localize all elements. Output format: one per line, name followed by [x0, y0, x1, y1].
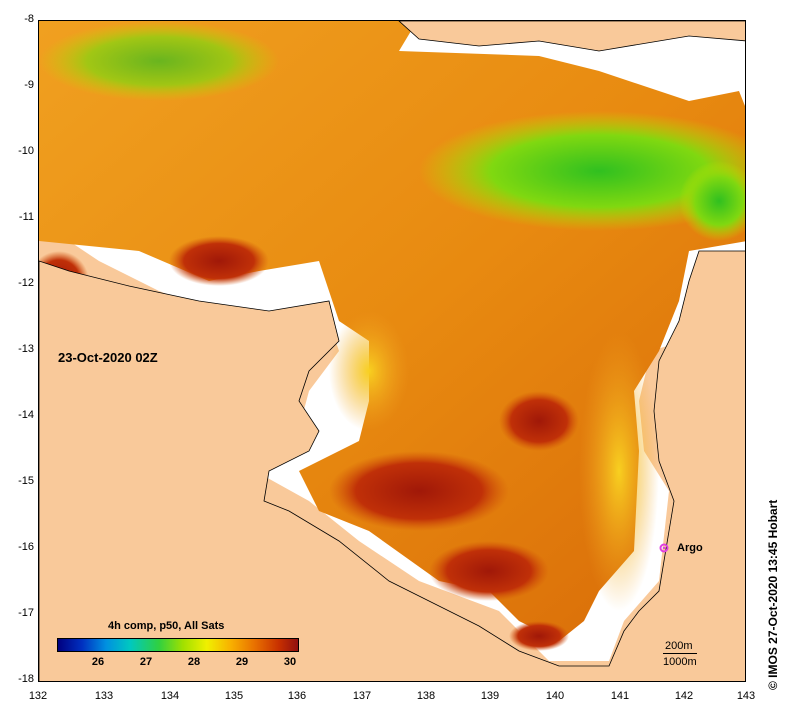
- contour-1000m-label: 1000m: [663, 656, 697, 668]
- yellow-band-east: [579, 331, 659, 611]
- lon-tick: 132: [28, 690, 48, 702]
- lat-tick: -10: [18, 145, 34, 157]
- contour-200m-label: 200m: [665, 640, 693, 652]
- hot-patch-tip: [509, 621, 569, 651]
- colorbar-label: 29: [235, 656, 249, 668]
- lon-tick: 134: [160, 690, 180, 702]
- colorbar-label: 27: [139, 656, 153, 668]
- hot-patch-northwest: [169, 236, 269, 286]
- map-canvas: [39, 21, 745, 681]
- lon-tick: 143: [736, 690, 756, 702]
- lon-tick: 135: [224, 690, 244, 702]
- lat-tick: -12: [18, 277, 34, 289]
- lat-tick: -16: [18, 541, 34, 553]
- colorbar-label: 28: [187, 656, 201, 668]
- yellow-band-west: [329, 311, 409, 431]
- cape-york-and-arnhem-land: [39, 250, 745, 681]
- cool-water-patch: [419, 111, 745, 231]
- legend-title: 4h comp, p50, All Sats: [108, 620, 225, 632]
- lon-tick: 133: [94, 690, 114, 702]
- lat-tick: -8: [24, 13, 34, 25]
- lat-tick: -13: [18, 343, 34, 355]
- hot-patch-center: [499, 391, 579, 451]
- lon-tick: 139: [480, 690, 500, 702]
- date-label: 23-Oct-2020 02Z: [58, 350, 158, 365]
- lon-tick: 140: [545, 690, 565, 702]
- contour-legend-line: [663, 653, 697, 654]
- colorbar-label: 26: [91, 656, 105, 668]
- lat-tick: -9: [24, 79, 34, 91]
- sst-map: [38, 20, 746, 682]
- hot-patch-south: [329, 451, 509, 531]
- argo-label: Argo: [677, 542, 703, 554]
- lat-tick: -15: [18, 475, 34, 487]
- credit-text: © IMOS 27-Oct-2020 13:45 Hobart: [766, 499, 780, 690]
- lon-tick: 142: [674, 690, 694, 702]
- lon-tick: 138: [416, 690, 436, 702]
- cool-water-patch-west: [39, 21, 279, 101]
- lat-tick: -18: [18, 673, 34, 685]
- colorbar-label: 30: [283, 656, 297, 668]
- hot-patch-bottom: [429, 541, 549, 601]
- lat-tick: -17: [18, 607, 34, 619]
- argo-float-icon[interactable]: [659, 543, 669, 553]
- lat-tick: -11: [18, 211, 34, 223]
- cool-water-patch-east: [679, 161, 745, 241]
- lat-tick: -14: [18, 409, 34, 421]
- lon-tick: 141: [610, 690, 630, 702]
- colorbar: [57, 638, 299, 652]
- lon-tick: 137: [352, 690, 372, 702]
- lon-tick: 136: [287, 690, 307, 702]
- new-guinea-coast: [398, 21, 745, 52]
